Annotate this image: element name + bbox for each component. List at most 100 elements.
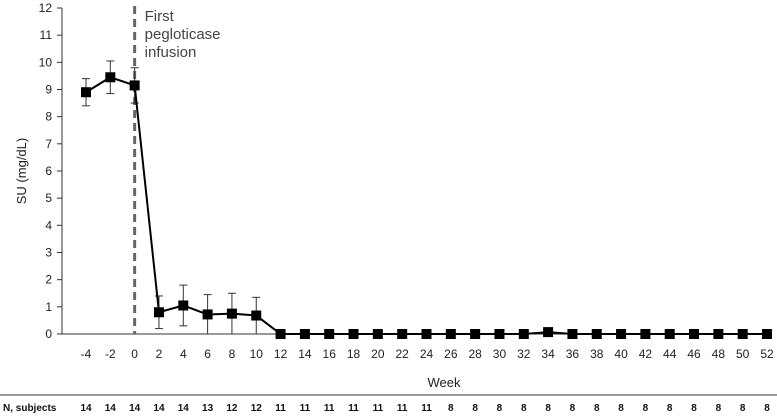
n-subjects-value: 8 <box>570 403 576 414</box>
data-point <box>737 329 748 339</box>
x-tick-label: 42 <box>639 347 653 361</box>
x-tick-label: 20 <box>371 347 385 361</box>
data-point <box>275 329 286 339</box>
n-subjects-value: 13 <box>202 403 214 414</box>
x-tick-label: 18 <box>347 347 361 361</box>
n-subjects-value: 8 <box>497 403 503 414</box>
y-tick-label: 10 <box>39 55 53 69</box>
data-point <box>105 72 116 83</box>
y-tick-label: 8 <box>45 110 52 124</box>
n-subjects-value: 8 <box>521 403 527 414</box>
annotation-text: infusion <box>145 44 197 61</box>
n-subjects-value: 12 <box>226 403 238 414</box>
data-point <box>494 329 505 339</box>
n-subjects-value: 12 <box>251 403 263 414</box>
n-subjects-value: 14 <box>129 403 141 414</box>
x-tick-label: 0 <box>131 347 138 361</box>
y-tick-label: 0 <box>45 327 52 341</box>
x-tick-label: 2 <box>156 347 163 361</box>
y-tick-label: 6 <box>45 164 52 178</box>
n-subjects-value: 14 <box>153 403 165 414</box>
n-subjects-value: 8 <box>691 403 697 414</box>
n-subjects-value: 11 <box>373 403 384 414</box>
x-tick-label: 48 <box>712 347 726 361</box>
x-tick-label: 36 <box>566 347 580 361</box>
annotation-text: First <box>145 8 175 25</box>
data-point <box>664 329 675 339</box>
x-tick-label: 28 <box>468 347 482 361</box>
n-subjects-row: 14 14 14 14 14 13 12 12 11 11 11 11 11 11 11 8 8 8 8 8 8 8 8 8 8… <box>0 394 777 414</box>
x-tick-label: 52 <box>760 347 774 361</box>
n-subjects-value: 8 <box>472 403 478 414</box>
data-point <box>251 310 262 321</box>
y-tick-label: 3 <box>45 246 52 260</box>
n-subjects-label: N, subjects <box>3 403 57 414</box>
y-tick-label: 1 <box>45 300 52 314</box>
x-tick-label: 24 <box>420 347 434 361</box>
data-point <box>762 329 772 339</box>
y-tick-label: 2 <box>45 273 52 287</box>
n-subjects-value: 11 <box>275 403 286 414</box>
y-tick-label: 4 <box>45 218 52 232</box>
x-tick-label: 10 <box>250 347 264 361</box>
annotation-text: pegloticase <box>145 26 221 43</box>
data-point <box>567 329 578 339</box>
data-point <box>299 329 310 339</box>
data-point <box>616 329 627 339</box>
n-subjects-value: 11 <box>348 403 359 414</box>
n-subjects-value: 14 <box>80 403 92 414</box>
data-point <box>324 329 335 339</box>
series-path <box>85 76 767 335</box>
data-point <box>397 329 408 339</box>
x-tick-label: 32 <box>517 347 531 361</box>
data-point <box>129 80 140 91</box>
x-tick-label: 12 <box>274 347 288 361</box>
error-bars <box>82 60 553 335</box>
data-point <box>591 329 602 339</box>
data-point <box>372 329 383 339</box>
n-subjects-value: 11 <box>324 403 335 414</box>
y-axis-label: SU (mg/dL) <box>14 138 29 204</box>
x-tick-label: 38 <box>590 347 604 361</box>
x-tick-label: -4 <box>81 347 92 361</box>
n-subjects-value: 8 <box>448 403 454 414</box>
x-tick-label: -2 <box>105 347 116 361</box>
n-subjects-value: 11 <box>300 403 311 414</box>
data-point <box>518 329 529 339</box>
data-point <box>640 329 651 339</box>
x-tick-label: 44 <box>663 347 677 361</box>
x-tick-label: 50 <box>736 347 750 361</box>
data-point <box>689 329 700 339</box>
n-subjects-value: 8 <box>667 403 673 414</box>
data-point <box>421 329 432 339</box>
n-subjects-value: 8 <box>643 403 649 414</box>
data-point <box>445 329 456 339</box>
x-tick-label: 34 <box>541 347 555 361</box>
x-axis-label: Week <box>428 375 461 390</box>
n-subjects-value: 8 <box>764 403 770 414</box>
x-tick-label: 8 <box>229 347 236 361</box>
x-tick-label: 40 <box>614 347 628 361</box>
x-tick-label: 46 <box>687 347 701 361</box>
data-point <box>178 300 189 311</box>
n-subjects-value: 8 <box>740 403 746 414</box>
data-point <box>543 327 554 338</box>
data-point <box>202 309 213 320</box>
n-subjects-value: 8 <box>545 403 551 414</box>
n-subjects-value: 8 <box>618 403 624 414</box>
x-tick-label: 14 <box>298 347 312 361</box>
x-tick-label: 30 <box>493 347 507 361</box>
data-point <box>226 308 237 319</box>
y-tick-label: 12 <box>39 1 53 15</box>
n-subjects-value: 8 <box>716 403 722 414</box>
y-tick-label: 11 <box>40 28 53 42</box>
n-subjects-value: 11 <box>421 403 432 414</box>
n-subjects-value: 8 <box>594 403 600 414</box>
data-point <box>713 329 724 339</box>
x-tick-label: 22 <box>395 347 409 361</box>
x-axis: -4 -2 0 2 4 6 8 10 12 14 16 18 20 22 24 26 28 30 32 34 36 38 4… <box>62 333 774 361</box>
y-tick-label: 7 <box>45 137 52 151</box>
